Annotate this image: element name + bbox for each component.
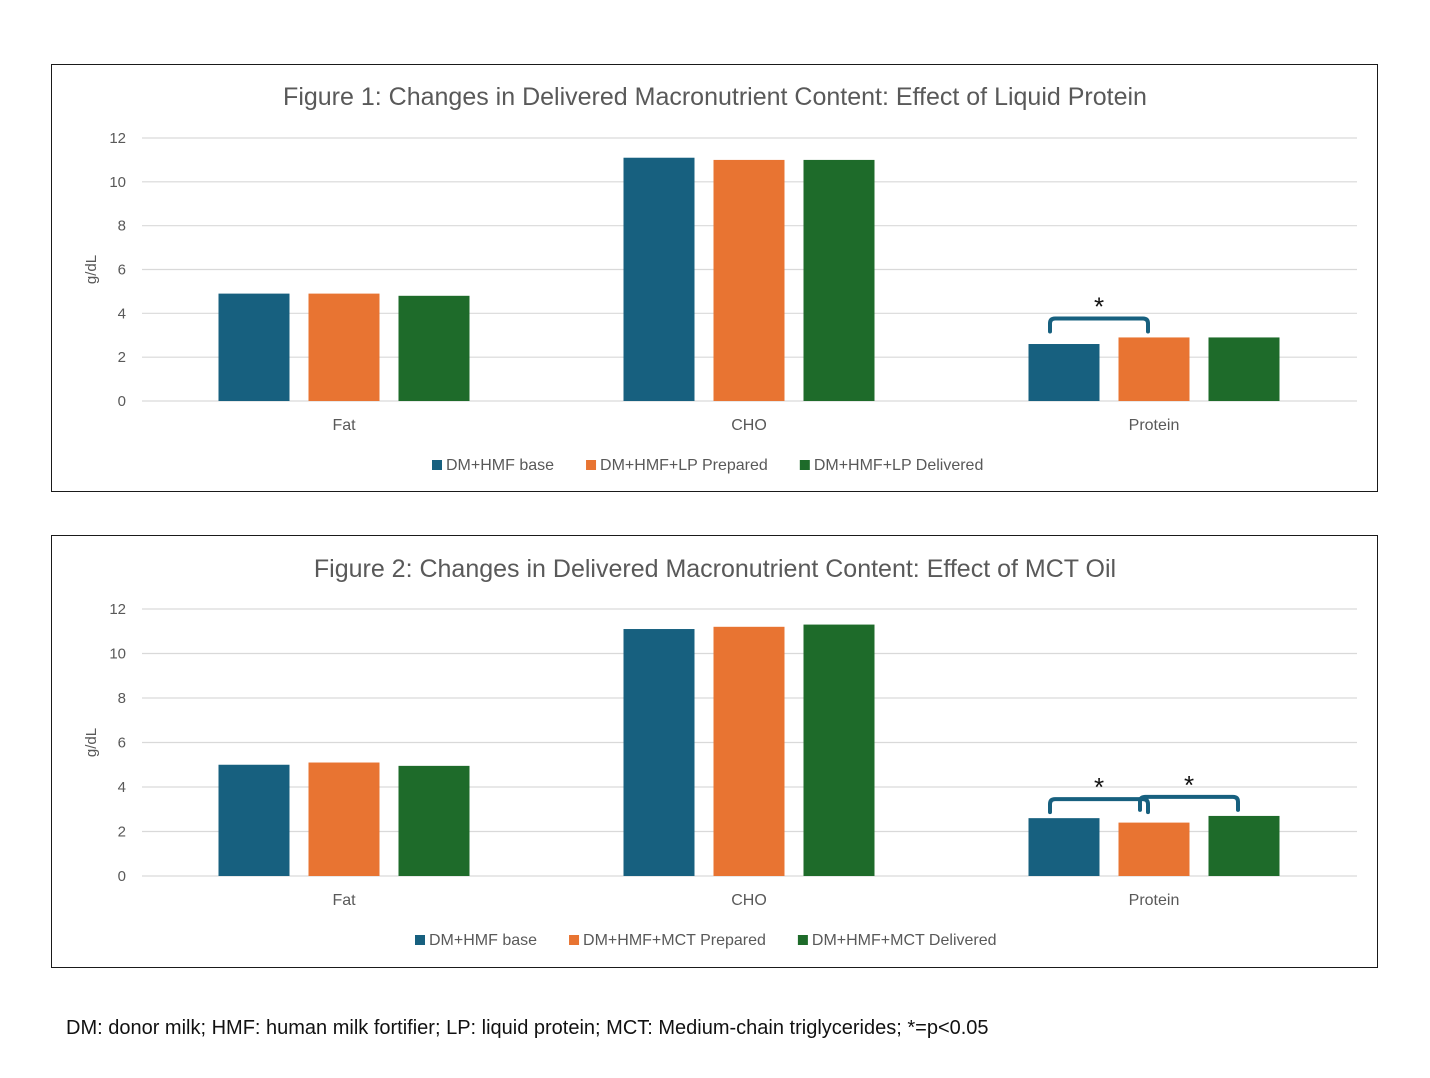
chart-title: Figure 2: Changes in Delivered Macronutr… [314, 555, 1116, 583]
x-category-label: Protein [1129, 892, 1180, 909]
y-tick-label: 2 [118, 824, 126, 841]
y-tick-label: 4 [118, 305, 126, 322]
y-tick-label: 4 [118, 779, 126, 796]
x-category-label: Protein [1129, 417, 1180, 434]
figure-1-chart: Figure 1: Changes in Delivered Macronutr… [51, 64, 1378, 492]
bar [803, 624, 875, 876]
y-tick-label: 6 [118, 262, 126, 279]
bar [713, 159, 785, 401]
legend-swatch [586, 460, 597, 470]
bar [1208, 815, 1280, 876]
bar [1208, 337, 1280, 401]
y-tick-label: 6 [118, 735, 126, 752]
figure-2-chart: Figure 2: Changes in Delivered Macronutr… [51, 535, 1378, 968]
bar [308, 293, 380, 401]
figure-1-svg: Figure 1: Changes in Delivered Macronutr… [83, 83, 1357, 474]
bar [1028, 344, 1100, 401]
y-axis-label: g/dL [83, 728, 100, 757]
legend-label: DM+HMF+MCT Delivered [812, 932, 997, 949]
y-tick-label: 0 [118, 393, 126, 410]
y-tick-label: 12 [109, 130, 126, 147]
y-tick-label: 10 [109, 646, 126, 663]
significance-star: * [1094, 291, 1104, 321]
y-tick-label: 10 [109, 174, 126, 191]
y-tick-label: 0 [118, 868, 126, 885]
legend-label: DM+HMF base [429, 932, 537, 949]
bar [623, 629, 695, 876]
legend-swatch [799, 460, 810, 470]
legend-label: DM+HMF base [446, 457, 554, 474]
footnote: DM: donor milk; HMF: human milk fortifie… [66, 1017, 989, 1039]
significance-bracket [1048, 797, 1150, 815]
bar [218, 764, 290, 876]
bar [218, 293, 290, 401]
bar [623, 157, 695, 401]
significance-bracket [1048, 316, 1150, 334]
y-axis-label: g/dL [83, 255, 100, 284]
bar [803, 159, 875, 401]
bar [1028, 818, 1100, 876]
x-category-label: Fat [332, 892, 356, 909]
bar [1118, 822, 1190, 876]
legend-swatch [415, 935, 425, 945]
chart-title: Figure 1: Changes in Delivered Macronutr… [283, 83, 1147, 111]
bar [1118, 337, 1190, 401]
bar [398, 295, 470, 401]
bar [713, 626, 785, 876]
significance-star: * [1094, 772, 1104, 802]
y-tick-label: 12 [109, 601, 126, 618]
x-category-label: CHO [731, 892, 767, 909]
bar [398, 765, 470, 876]
legend-label: DM+HMF+MCT Prepared [583, 932, 766, 949]
y-tick-label: 8 [118, 218, 126, 235]
significance-bracket [1138, 794, 1240, 812]
x-category-label: Fat [332, 417, 356, 434]
legend-swatch [432, 460, 442, 470]
legend-swatch [797, 935, 808, 945]
x-category-label: CHO [731, 417, 767, 434]
legend-label: DM+HMF+LP Delivered [814, 457, 984, 474]
legend-label: DM+HMF+LP Prepared [600, 457, 768, 474]
legend-swatch [569, 935, 580, 945]
figure-2-svg: Figure 2: Changes in Delivered Macronutr… [83, 555, 1357, 949]
significance-star: * [1184, 770, 1194, 800]
y-tick-label: 2 [118, 349, 126, 366]
bar [308, 762, 380, 876]
y-tick-label: 8 [118, 690, 126, 707]
